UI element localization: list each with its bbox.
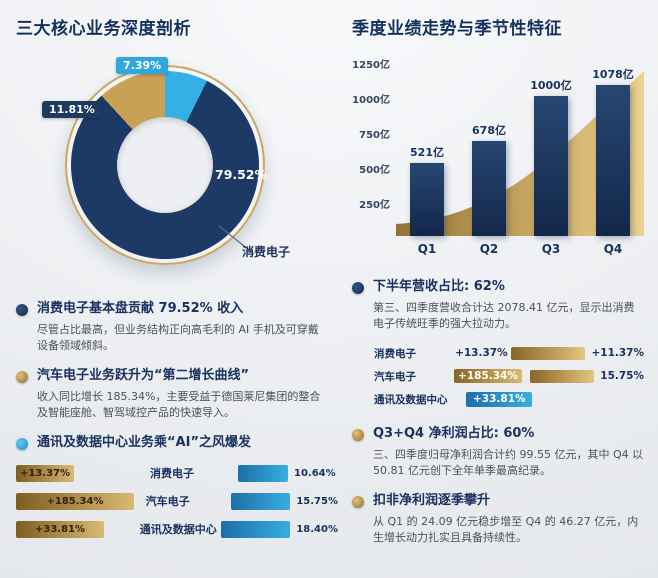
insight-body: 收入同比增长 185.34%，主要受益于德国莱尼集团的整合及智能座舱、智驾域控产… (37, 389, 321, 420)
navy-bullet-icon (352, 282, 364, 294)
insight-title: 通讯及数据中心业务乘“AI”之风爆发 (37, 434, 251, 450)
x-tick: Q3 (541, 242, 561, 256)
gold-bullet-icon (352, 428, 364, 441)
insight-title: 消费电子基本盘贡献 79.52% 收入 (37, 301, 244, 316)
bar-q3: 1000亿 (530, 77, 572, 236)
gold-bullet-icon (352, 495, 364, 508)
x-tick: Q4 (603, 242, 623, 256)
share-bar (220, 520, 291, 538)
growth-bar: +33.81% (16, 520, 104, 538)
mini-row-label: 消费电子 (150, 467, 194, 481)
bar-value-label: 521亿 (410, 146, 444, 159)
legend-row-comms: 通讯及数据中心 +33.81% (374, 391, 644, 408)
y-axis: 1250亿 1000亿 750亿 500亿 250亿 (352, 60, 392, 236)
insight-body: 三、四季度归母净利润合计约 99.55 亿元，其中 Q4 以 50.81 亿元创… (373, 447, 644, 478)
bar-q1: 521亿 (409, 144, 445, 236)
insight-body: 第三、四季度营收合计达 2078.41 亿元，显示出消费电子传统旺季的强大拉动力… (373, 300, 635, 331)
bar (410, 163, 444, 236)
right-insights-top: 下半年营收占比: 62% 第三、四季度营收合计达 2078.41 亿元，显示出消… (352, 279, 644, 333)
mini-row-label: 通讯及数据中心 (139, 523, 217, 537)
insight-h2-revenue: 下半年营收占比: 62% 第三、四季度营收合计达 2078.41 亿元，显示出消… (352, 279, 644, 333)
left-panel: 三大核心业务深度剖析 7.39% 11.81% 79.52% 消费电子 消费电子… (16, 14, 338, 539)
bar-q2: 678亿 (471, 122, 507, 236)
plot-area: 521亿 678亿 1000亿 1078亿 (396, 61, 644, 236)
right-title: 季度业绩走势与季节性特征 (352, 19, 562, 39)
growth-bar: +13.37% (16, 464, 74, 482)
legend-label: 汽车电子 (374, 370, 416, 383)
bar (534, 96, 568, 236)
insight-title: Q3+Q4 净利润占比: 60% (373, 425, 535, 441)
share-bar (238, 464, 288, 482)
right-panel: 季度业绩走势与季节性特征 1250亿 1000亿 750亿 500亿 250亿 (352, 14, 644, 547)
legend-label: 消费电子 (374, 347, 416, 360)
blue-bullet-icon (16, 437, 28, 450)
share-value: 18.40% (296, 523, 338, 535)
bar-value-label: 678亿 (472, 124, 506, 137)
donut-hole (117, 117, 213, 213)
gold-bullet-icon (16, 370, 28, 383)
left-insights: 消费电子基本盘贡献 79.52% 收入 尽管占比最高，但业务结构正向高毛利的 A… (16, 301, 338, 452)
gold-trend-area (396, 71, 644, 236)
mini-row-automotive: +185.34% 汽车电子 15.75% (16, 492, 338, 511)
y-tick: 750亿 (359, 130, 390, 141)
legend-row-automotive: 汽车电子 +185.34% 15.75% (374, 368, 644, 385)
mini-row-comms: +33.81% 通讯及数据中心 18.40% (16, 520, 338, 539)
growth-bar: +185.34% (16, 492, 134, 510)
legend-gold-bar (529, 369, 595, 383)
y-tick: 1250亿 (352, 60, 390, 71)
x-tick: Q1 (417, 242, 437, 256)
business-share-donut: 7.39% 11.81% 79.52% 消费电子 (16, 45, 338, 297)
donut-label-auto-share: 11.81% (42, 101, 102, 118)
bar (472, 141, 506, 236)
insight-title: 扣非净利润逐季攀升 (373, 492, 491, 508)
mini-row-label: 汽车电子 (145, 495, 190, 509)
legend-row-consumer: 消费电子 +13.37% +11.37% (374, 345, 644, 362)
insight-net-profit-share: Q3+Q4 净利润占比: 60% 三、四季度归母净利润合计约 99.55 亿元，… (352, 426, 644, 480)
navy-bullet-icon (16, 304, 28, 316)
bar-q4: 1078亿 (592, 66, 634, 236)
bar (596, 85, 630, 236)
y-tick: 500亿 (359, 165, 390, 176)
donut-callout-label: 消费电子 (242, 245, 291, 259)
segment-growth-legend: 消费电子 +13.37% +11.37% 汽车电子 +185.34% 15.75… (374, 345, 644, 408)
legend-bar-value: +11.37% (591, 347, 644, 360)
left-title: 三大核心业务深度剖析 (16, 19, 191, 39)
bar-value-label: 1078亿 (592, 68, 634, 81)
share-bar (230, 492, 291, 510)
legend-gold-bar (511, 346, 586, 360)
legend-bar-value: 15.75% (600, 370, 644, 383)
insight-consumer-electronics: 消费电子基本盘贡献 79.52% 收入 尽管占比最高，但业务结构正向高毛利的 A… (16, 301, 338, 355)
donut-label-consumer-share: 79.52% (215, 167, 268, 182)
right-insights-bottom: Q3+Q4 净利润占比: 60% 三、四季度归母净利润合计约 99.55 亿元，… (352, 426, 644, 547)
insight-title: 汽车电子业务跃升为“第二增长曲线” (37, 367, 250, 383)
growth-vs-share-chart: +13.37% 消费电子 10.64% +185.34% 汽车电子 15.75%… (16, 464, 338, 539)
donut-label-comms-share: 7.39% (116, 57, 169, 74)
donut-gold-ring (65, 65, 265, 265)
insight-comms-datacenter: 通讯及数据中心业务乘“AI”之风爆发 (16, 435, 338, 452)
insight-body: 尽管占比最高，但业务结构正向高毛利的 AI 手机及可穿戴设备领域倾斜。 (37, 322, 319, 353)
insight-adjusted-profit: 扣非净利润逐季攀升 从 Q1 的 24.09 亿元稳步增至 Q4 的 46.27… (352, 493, 644, 547)
donut-callout-line (218, 225, 255, 255)
bar-value-label: 1000亿 (530, 79, 572, 92)
x-tick: Q2 (479, 242, 499, 256)
quarterly-revenue-chart: 1250亿 1000亿 750亿 500亿 250亿 (352, 60, 644, 261)
legend-value: +185.34% (454, 369, 522, 384)
x-axis: Q1 Q2 Q3 Q4 (396, 242, 644, 256)
insight-automotive: 汽车电子业务跃升为“第二增长曲线” 收入同比增长 185.34%，主要受益于德国… (16, 368, 338, 422)
insight-title: 下半年营收占比: 62% (373, 279, 505, 294)
y-tick: 250亿 (359, 200, 390, 211)
insight-body: 从 Q1 的 24.09 亿元稳步增至 Q4 的 46.27 亿元，内生增长动力… (373, 514, 639, 545)
legend-value: +13.37% (455, 347, 508, 360)
share-value: 15.75% (296, 495, 338, 507)
legend-blue-bar: +33.81% (466, 391, 532, 407)
share-value: 10.64% (294, 467, 336, 479)
legend-label: 通讯及数据中心 (374, 393, 448, 406)
y-tick: 1000亿 (352, 95, 390, 106)
mini-row-consumer: +13.37% 消费电子 10.64% (16, 464, 338, 483)
